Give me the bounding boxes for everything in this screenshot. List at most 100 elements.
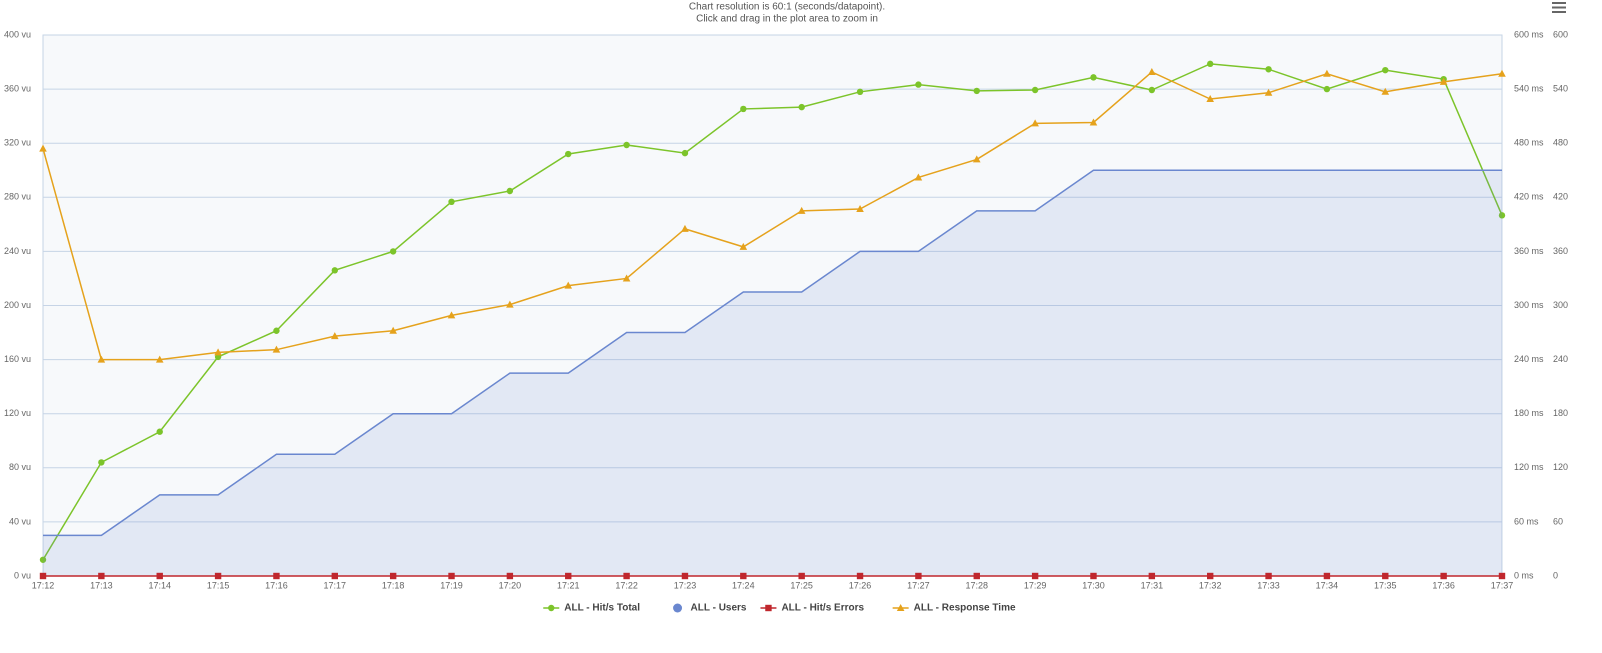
point xyxy=(915,81,922,88)
point xyxy=(1031,572,1039,580)
y-tick-label: 160 vu xyxy=(4,354,31,364)
point xyxy=(155,355,164,363)
legend-item[interactable]: ALL - Users xyxy=(673,603,747,614)
point xyxy=(740,105,747,113)
point xyxy=(506,300,514,308)
area xyxy=(43,170,1502,576)
chart-title: Chart resolution is 60:1 (seconds/datapo… xyxy=(689,2,885,13)
point xyxy=(506,187,514,195)
point xyxy=(896,604,905,611)
point xyxy=(622,274,631,282)
point xyxy=(1440,572,1447,580)
point xyxy=(1264,88,1273,96)
y2-tick-label: 600 ms xyxy=(1514,29,1544,39)
menu-button[interactable] xyxy=(1550,0,1570,14)
y2-tick-label: 360 ms xyxy=(1514,246,1544,256)
point xyxy=(1031,86,1039,94)
y3-tick-label: 0 xyxy=(1553,570,1558,580)
x-tick-label: 17:21 xyxy=(557,580,580,590)
point xyxy=(1323,572,1331,580)
point xyxy=(1498,572,1506,580)
x-tick-label: 17:20 xyxy=(499,580,522,590)
y-tick-label: 400 vu xyxy=(4,29,31,39)
y2-tick-label: 60 ms xyxy=(1514,516,1539,526)
point xyxy=(915,572,922,580)
x-tick-label: 17:22 xyxy=(615,580,638,590)
point xyxy=(1148,67,1156,75)
x-tick-label: 17:23 xyxy=(674,580,697,590)
point xyxy=(972,155,981,163)
series xyxy=(39,67,1506,363)
point xyxy=(1148,86,1156,94)
y2-tick-label: 300 ms xyxy=(1514,300,1544,310)
point xyxy=(273,572,280,580)
y3-tick-label: 600 xyxy=(1553,29,1568,39)
point xyxy=(623,572,630,580)
x-tick-label: 17:25 xyxy=(790,580,813,590)
x-tick-label: 17:12 xyxy=(32,580,55,590)
legend-item[interactable]: ALL - Hit/s Errors xyxy=(760,603,864,614)
point xyxy=(1089,118,1098,126)
legend-item[interactable]: ALL - Hit/s Total xyxy=(543,603,640,614)
legend-label: ALL - Response Time xyxy=(914,603,1016,614)
y-tick-label: 0 vu xyxy=(14,570,31,580)
point xyxy=(272,345,281,353)
y-tick-label: 280 vu xyxy=(4,192,31,202)
x-tick-label: 17:35 xyxy=(1374,580,1397,590)
point xyxy=(39,572,47,580)
point xyxy=(1090,74,1097,81)
x-tick-label: 17:16 xyxy=(265,580,288,590)
point xyxy=(1323,85,1331,93)
y-tick-label: 120 vu xyxy=(4,408,31,418)
y3-tick-label: 300 xyxy=(1553,300,1568,310)
y2-tick-label: 180 ms xyxy=(1514,408,1544,418)
x-tick-label: 17:29 xyxy=(1024,580,1047,590)
point xyxy=(797,206,806,214)
legend-item[interactable]: ALL - Response Time xyxy=(892,603,1016,614)
point xyxy=(39,556,47,563)
point xyxy=(681,149,689,157)
x-tick-label: 17:34 xyxy=(1316,580,1339,590)
x-tick-label: 17:33 xyxy=(1257,580,1280,590)
point xyxy=(681,572,689,580)
point xyxy=(565,572,572,580)
point xyxy=(389,326,397,334)
legend-label: ALL - Hit/s Errors xyxy=(781,603,864,614)
x-tick-label: 17:32 xyxy=(1199,580,1222,590)
point xyxy=(1498,212,1506,219)
point xyxy=(1439,77,1448,85)
point xyxy=(448,572,455,580)
x-tick-label: 17:30 xyxy=(1082,580,1105,590)
y2-tick-label: 420 ms xyxy=(1514,192,1544,202)
y2-tick-label: 540 ms xyxy=(1514,83,1544,93)
point xyxy=(156,428,163,435)
point xyxy=(1207,572,1214,580)
y2-tick-label: 120 ms xyxy=(1514,462,1544,472)
point xyxy=(739,242,748,250)
legend-label: ALL - Users xyxy=(691,603,747,614)
point xyxy=(331,332,339,340)
point xyxy=(740,572,747,580)
point xyxy=(1265,66,1272,73)
series-line xyxy=(42,63,1503,561)
x-tick-label: 17:14 xyxy=(148,580,171,590)
series xyxy=(39,572,1506,580)
y3-tick-label: 360 xyxy=(1553,246,1568,256)
y2-tick-label: 240 ms xyxy=(1514,354,1544,364)
legend-symbol xyxy=(673,603,683,613)
point xyxy=(39,144,47,152)
point xyxy=(506,572,514,580)
point xyxy=(856,572,864,580)
x-tick-label: 17:19 xyxy=(440,580,463,590)
x-tick-label: 17:24 xyxy=(732,580,755,590)
point xyxy=(448,198,455,206)
point xyxy=(681,224,689,232)
point xyxy=(1382,572,1389,580)
point xyxy=(1265,572,1272,580)
point xyxy=(447,311,456,319)
point xyxy=(798,572,805,580)
point xyxy=(214,348,222,356)
x-tick-label: 17:28 xyxy=(965,580,988,590)
point xyxy=(331,572,338,580)
